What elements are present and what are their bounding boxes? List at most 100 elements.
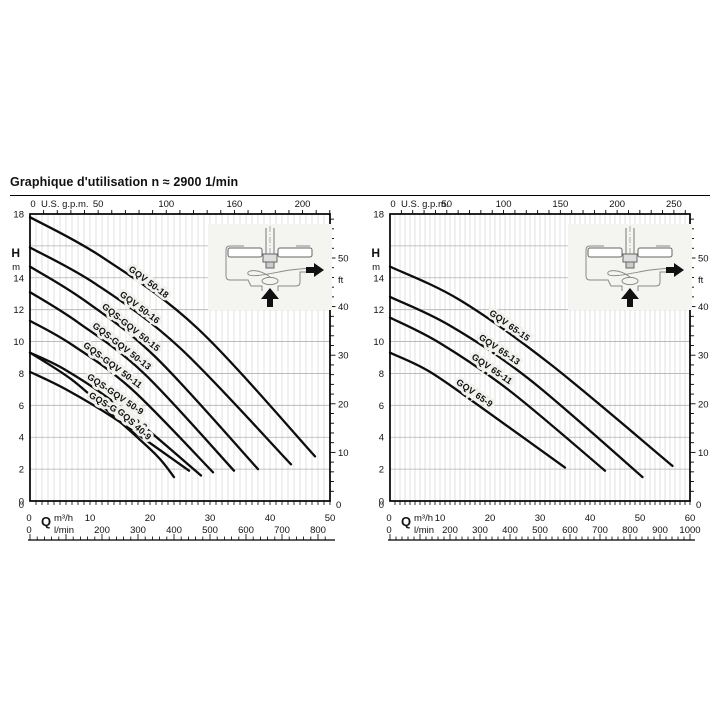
float-switch-icon [261, 276, 279, 286]
lmin-tick-label: 400 [502, 525, 518, 536]
gpm-tick-label: 160 [226, 199, 242, 210]
m3h-unit-label: m³/h [414, 513, 433, 524]
head-tick-label: 18 [13, 210, 24, 221]
head-axis-unit: m [12, 262, 20, 273]
ft-zero-label: 0 [336, 500, 341, 511]
flow-axis-symbol: Q [401, 514, 411, 529]
head-tick-label: 2 [19, 465, 24, 476]
ft-tick-label: 30 [338, 351, 349, 362]
m3h-tick-label: 40 [265, 513, 276, 524]
head-tick-label: 0 [19, 497, 24, 508]
head-tick-label: 12 [13, 305, 24, 316]
m3h-tick-label: 30 [205, 513, 216, 524]
gpm-unit-label: U.S. g.p.m. [41, 199, 89, 210]
curve-gqv-65-15 [388, 265, 674, 468]
ft-axis-unit: ft [698, 275, 704, 286]
head-tick-label: 2 [379, 465, 384, 476]
lmin-tick-label: 200 [94, 525, 110, 536]
ft-tick-label: 40 [698, 302, 709, 313]
lmin-tick-label: 700 [592, 525, 608, 536]
curve-gqv-65-11 [388, 316, 607, 472]
pump-riser-pipe-icon [587, 226, 673, 269]
lmin-tick-label: 300 [472, 525, 488, 536]
curve-gqv-50-18 [28, 216, 317, 458]
chart-section-header: Graphique d'utilisation n ≈ 2900 1/min [10, 173, 710, 196]
lmin-unit-label: l/min [54, 525, 74, 536]
curve-gqv-50-16 [28, 246, 293, 466]
inlet-flow-arrow-icon [261, 288, 279, 307]
pump-installation-icon [208, 224, 332, 310]
head-tick-label: 6 [379, 401, 384, 412]
head-axis-unit: m [372, 262, 380, 273]
lmin-tick-label: 600 [562, 525, 578, 536]
head-tick-label: 14 [373, 273, 384, 284]
pump-installation-icon [568, 224, 692, 310]
ft-tick-label: 10 [338, 448, 349, 459]
gpm-zero-label: 0 [390, 199, 395, 210]
float-switch-icon [621, 276, 639, 286]
gpm-tick-label: 150 [552, 199, 568, 210]
pump-pit-outline [585, 245, 676, 291]
curve-gqs-gqv-50-11 [28, 319, 215, 474]
m3h-tick-label: 60 [685, 513, 696, 524]
curve-gqs-gqv-50-13 [28, 290, 236, 472]
head-tick-label: 10 [13, 337, 24, 348]
lmin-tick-label: 500 [532, 525, 548, 536]
ft-tick-label: 40 [338, 302, 349, 313]
flow-axis-symbol: Q [41, 514, 51, 529]
head-zero-label: 0 [379, 500, 384, 511]
curve-gqs-gqv-50-8 [28, 370, 191, 472]
curve-gqv-65-9 [388, 351, 567, 469]
curve-gqs-40-9 [28, 351, 176, 479]
right-performance-chart: 0 U.S. g.p.m.50 100 150 200 2501814121086420H… [371, 199, 709, 541]
curve-gqs-gqv-50-15 [28, 265, 260, 471]
lmin-tick-label: 500 [202, 525, 218, 536]
ft-tick-label: 20 [338, 399, 349, 410]
m3h-tick-label: 50 [325, 513, 336, 524]
lmin-tick-label: 800 [622, 525, 638, 536]
lmin-zero-label: 0 [386, 525, 391, 536]
lmin-tick-label: 700 [274, 525, 290, 536]
page-title: Graphique d'utilisation n ≈ 2900 1/min [10, 175, 239, 189]
lmin-tick-label: 200 [442, 525, 458, 536]
m3h-tick-label: 20 [145, 513, 156, 524]
ft-tick-label: 10 [698, 448, 709, 459]
gpm-tick-label: 50 [93, 199, 104, 210]
lmin-tick-label: 1000 [679, 525, 700, 536]
m3h-zero-label: 0 [386, 513, 391, 524]
head-zero-label: 0 [19, 500, 24, 511]
lmin-tick-label: 400 [166, 525, 182, 536]
m3h-tick-label: 20 [485, 513, 496, 524]
ft-tick-label: 50 [698, 254, 709, 265]
head-tick-label: 10 [373, 337, 384, 348]
m3h-tick-label: 30 [535, 513, 546, 524]
curve-label-text: GQV 50-18 [127, 264, 171, 300]
float-cable-icon [247, 268, 307, 278]
curves [28, 216, 317, 479]
gpm-zero-label: 0 [30, 199, 35, 210]
m3h-tick-label: 10 [85, 513, 96, 524]
lmin-unit-label: l/min [414, 525, 434, 536]
lmin-zero-label: 0 [26, 525, 31, 536]
head-tick-label: 12 [373, 305, 384, 316]
gpm-tick-label: 50 [441, 199, 452, 210]
head-axis-symbol: H [371, 246, 380, 260]
curve-gqv-65-13 [388, 295, 644, 479]
head-tick-label: 4 [379, 433, 384, 444]
gpm-unit-label: U.S. g.p.m. [401, 199, 449, 210]
head-tick-label: 8 [379, 369, 384, 380]
m3h-tick-label: 50 [635, 513, 646, 524]
head-tick-label: 0 [379, 497, 384, 508]
float-cable-icon [607, 268, 667, 278]
lmin-tick-label: 900 [652, 525, 668, 536]
lmin-tick-label: 800 [310, 525, 326, 536]
m3h-zero-label: 0 [26, 513, 31, 524]
gpm-tick-label: 100 [158, 199, 174, 210]
left-performance-chart: 0 U.S. g.p.m. 50 100 160 2001814121086420Hm05… [11, 199, 349, 541]
curves [388, 265, 674, 479]
curve-label: GQV 50-18 [124, 261, 173, 303]
pump-riser-pipe-icon [227, 226, 313, 269]
ft-axis-unit: ft [338, 275, 344, 286]
ft-tick-label: 50 [338, 254, 349, 265]
head-tick-label: 14 [13, 273, 24, 284]
